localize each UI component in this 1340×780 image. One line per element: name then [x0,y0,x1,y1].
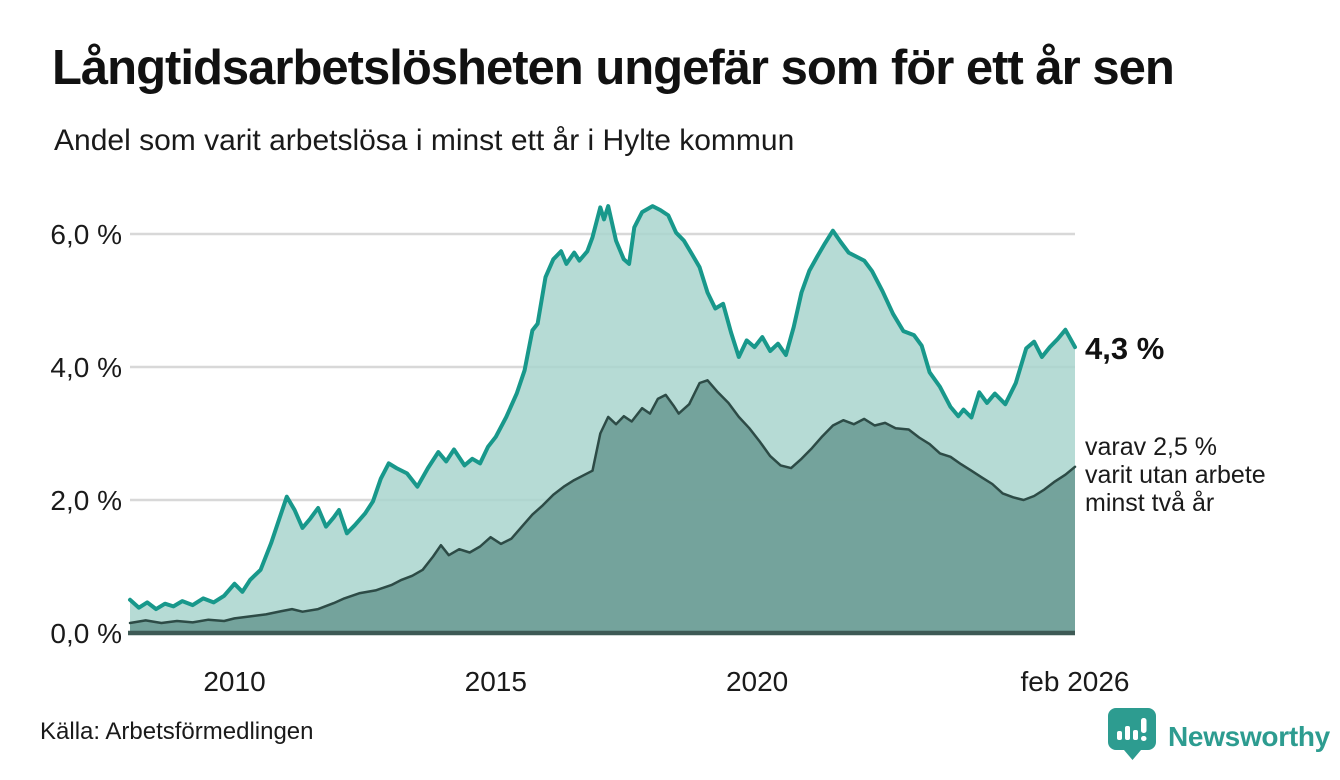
series-two-year-area [130,380,1075,633]
series-two-year-line [128,379,1077,625]
two-year-annotation: varav 2,5 % varit utan arbete minst två … [1085,433,1266,517]
page-title: Långtidsarbetslösheten ungefär som för e… [52,41,1175,95]
newsworthy-logo: Newsworthy [1106,706,1330,767]
x-tick-label: feb 2026 [1021,666,1130,697]
y-tick-label: 4,0 % [50,352,122,383]
newsworthy-icon [1106,706,1158,767]
x-tick-label: 2020 [726,666,788,697]
x-tick-label: 2015 [465,666,527,697]
y-tick-label: 2,0 % [50,485,122,516]
latest-value-label: 4,3 % [1085,331,1165,366]
y-tick-label: 0,0 % [50,618,122,649]
source-note: Källa: Arbetsförmedlingen [40,718,314,745]
y-axis-labels: 0,0 % 2,0 % 4,0 % 6,0 % [50,219,122,649]
two-year-annotation-line1: varav 2,5 % [1085,433,1218,461]
newsworthy-wordmark: Newsworthy [1168,720,1330,752]
two-year-annotation-line3: minst två år [1085,489,1215,517]
y-tick-label: 6,0 % [50,219,122,250]
two-year-annotation-line2: varit utan arbete [1085,461,1266,489]
chart-subtitle: Andel som varit arbetslösa i minst ett å… [54,124,795,157]
series-total-line [128,204,1077,612]
x-tick-label: 2010 [203,666,265,697]
x-axis-labels: 2010 2015 2020 feb 2026 [203,666,1129,697]
